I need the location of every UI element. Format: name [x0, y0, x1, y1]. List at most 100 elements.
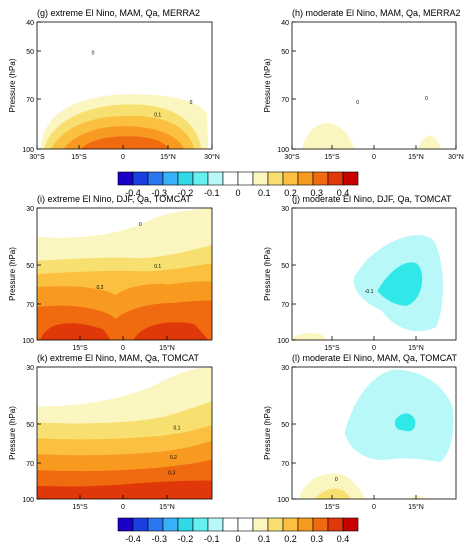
y-tick-label: 50	[281, 263, 289, 270]
colorbar-swatch	[267, 171, 284, 186]
contour-label: 0	[139, 222, 142, 228]
colorbar-tick-label: 0	[235, 188, 240, 198]
y-tick-label: 40	[281, 20, 289, 27]
x-tick-label: 15°N	[159, 344, 175, 352]
y-tick-label: 70	[281, 97, 289, 104]
colorbar-tick-label: -0.2	[178, 188, 194, 198]
colorbar-swatch	[342, 171, 359, 186]
colorbar-tick-label: -0.4	[125, 534, 141, 544]
y-axis-label: Pressure (hPa)	[8, 406, 17, 460]
colorbar-tick-label: 0.3	[311, 534, 324, 544]
colorbar-swatch	[222, 517, 239, 532]
x-tick-label: 15°S	[324, 153, 340, 161]
colorbar-swatch	[297, 517, 314, 532]
x-tick-label: 15°N	[159, 503, 175, 511]
x-tick-label: 0	[121, 504, 125, 511]
x-tick-label: 0	[372, 504, 376, 511]
contour-label: 0.1	[174, 426, 181, 432]
colorbar-tick-label: 0.1	[258, 188, 271, 198]
colorbar-tick-label: -0.3	[152, 188, 168, 198]
colorbar-tick-label: -0.2	[178, 534, 194, 544]
y-tick-label: 50	[26, 263, 34, 270]
contour-fill	[298, 369, 454, 499]
colorbar-swatch	[207, 171, 224, 186]
contour-fill	[37, 367, 212, 499]
x-tick-label: 15°N	[160, 153, 176, 161]
colorbar-swatch	[207, 517, 224, 532]
contour-label: 0	[356, 100, 359, 106]
y-tick-label: 100	[277, 497, 289, 504]
contour-fill	[301, 123, 442, 149]
contour-band-5	[37, 480, 212, 499]
panel-title: (k) extreme El Nino, MAM, Qa, TOMCAT	[37, 353, 200, 363]
y-tick-label: 100	[277, 147, 289, 154]
x-tick-label: 15°N	[408, 503, 424, 511]
x-tick-label: 30°N	[204, 153, 220, 161]
colorbar-swatch	[192, 517, 209, 532]
colorbar-swatch	[342, 517, 359, 532]
contour-band-4	[80, 136, 170, 149]
contour-label: 0	[190, 100, 193, 106]
x-tick-label: 0	[121, 154, 125, 161]
colorbar-tick-label: 0.2	[284, 534, 297, 544]
y-tick-label: 100	[22, 497, 34, 504]
colorbar-swatch	[297, 171, 314, 186]
contour-fill	[37, 208, 212, 340]
colorbar-swatch	[237, 171, 254, 186]
colorbar-swatch	[222, 171, 239, 186]
colorbar-tick-label: 0.3	[311, 188, 324, 198]
colorbar-swatch	[252, 171, 269, 186]
contour-band-0	[301, 123, 355, 149]
x-tick-label: 15°S	[72, 503, 88, 511]
colorbar-swatch	[117, 171, 134, 186]
colorbar-swatch	[282, 517, 299, 532]
colorbar-swatch	[162, 517, 179, 532]
colorbar-tick-label: 0.1	[258, 534, 271, 544]
colorbar-tick-label: -0.3	[152, 534, 168, 544]
colorbar-top: -0.4 -0.3 -0.2 -0.1 0 0.1 0.2 0.3 0.4	[117, 171, 359, 198]
contour-band-4	[406, 496, 427, 499]
y-tick-label: 40	[26, 20, 34, 27]
colorbar-swatch	[237, 517, 254, 532]
y-tick-label: 50	[26, 422, 34, 429]
colorbar-tick-label: -0.1	[204, 188, 220, 198]
contour-label: 0	[92, 50, 95, 56]
contour-label: 0.2	[170, 455, 177, 461]
panel-title: (j) moderate El Nino, DJF, Qa, TOMCAT	[292, 194, 452, 204]
colorbar-swatch	[192, 171, 209, 186]
contour-fill	[292, 235, 443, 340]
plot-frame	[36, 366, 213, 500]
colorbar-swatch	[267, 517, 284, 532]
colorbar-swatch	[117, 517, 134, 532]
y-tick-label: 100	[277, 338, 289, 345]
x-tick-label: 15°S	[72, 344, 88, 352]
y-axis-label: Pressure (hPa)	[263, 58, 272, 112]
y-axis-label: Pressure (hPa)	[263, 247, 272, 301]
x-tick-label: 30°S	[29, 153, 45, 161]
contour-band-1	[377, 262, 423, 306]
x-tick-label: 0	[121, 345, 125, 352]
contour-label: 0	[335, 477, 338, 483]
colorbar-swatch	[162, 171, 179, 186]
colorbar-swatch	[147, 171, 164, 186]
colorbar-swatch	[327, 171, 344, 186]
contour-band-5	[40, 323, 111, 340]
contour-label: 0.3	[168, 471, 175, 477]
colorbar-tick-label: -0.4	[125, 188, 141, 198]
contour-band-3	[315, 488, 351, 499]
y-tick-label: 70	[281, 302, 289, 309]
y-axis-label: Pressure (hPa)	[263, 406, 272, 460]
colorbar-bottom: -0.4 -0.3 -0.2 -0.1 0 0.1 0.2 0.3 0.4	[117, 517, 359, 544]
y-tick-label: 100	[22, 338, 34, 345]
y-tick-label: 70	[281, 461, 289, 468]
y-tick-label: 70	[26, 461, 34, 468]
panel-title: (l) moderate El Nino, MAM, Qa, TOMCAT	[292, 353, 458, 363]
colorbar-swatch	[132, 517, 149, 532]
panel-title: (g) extreme El Nino, MAM, Qa, MERRA2	[37, 8, 200, 18]
x-tick-label: 15°S	[71, 153, 87, 161]
